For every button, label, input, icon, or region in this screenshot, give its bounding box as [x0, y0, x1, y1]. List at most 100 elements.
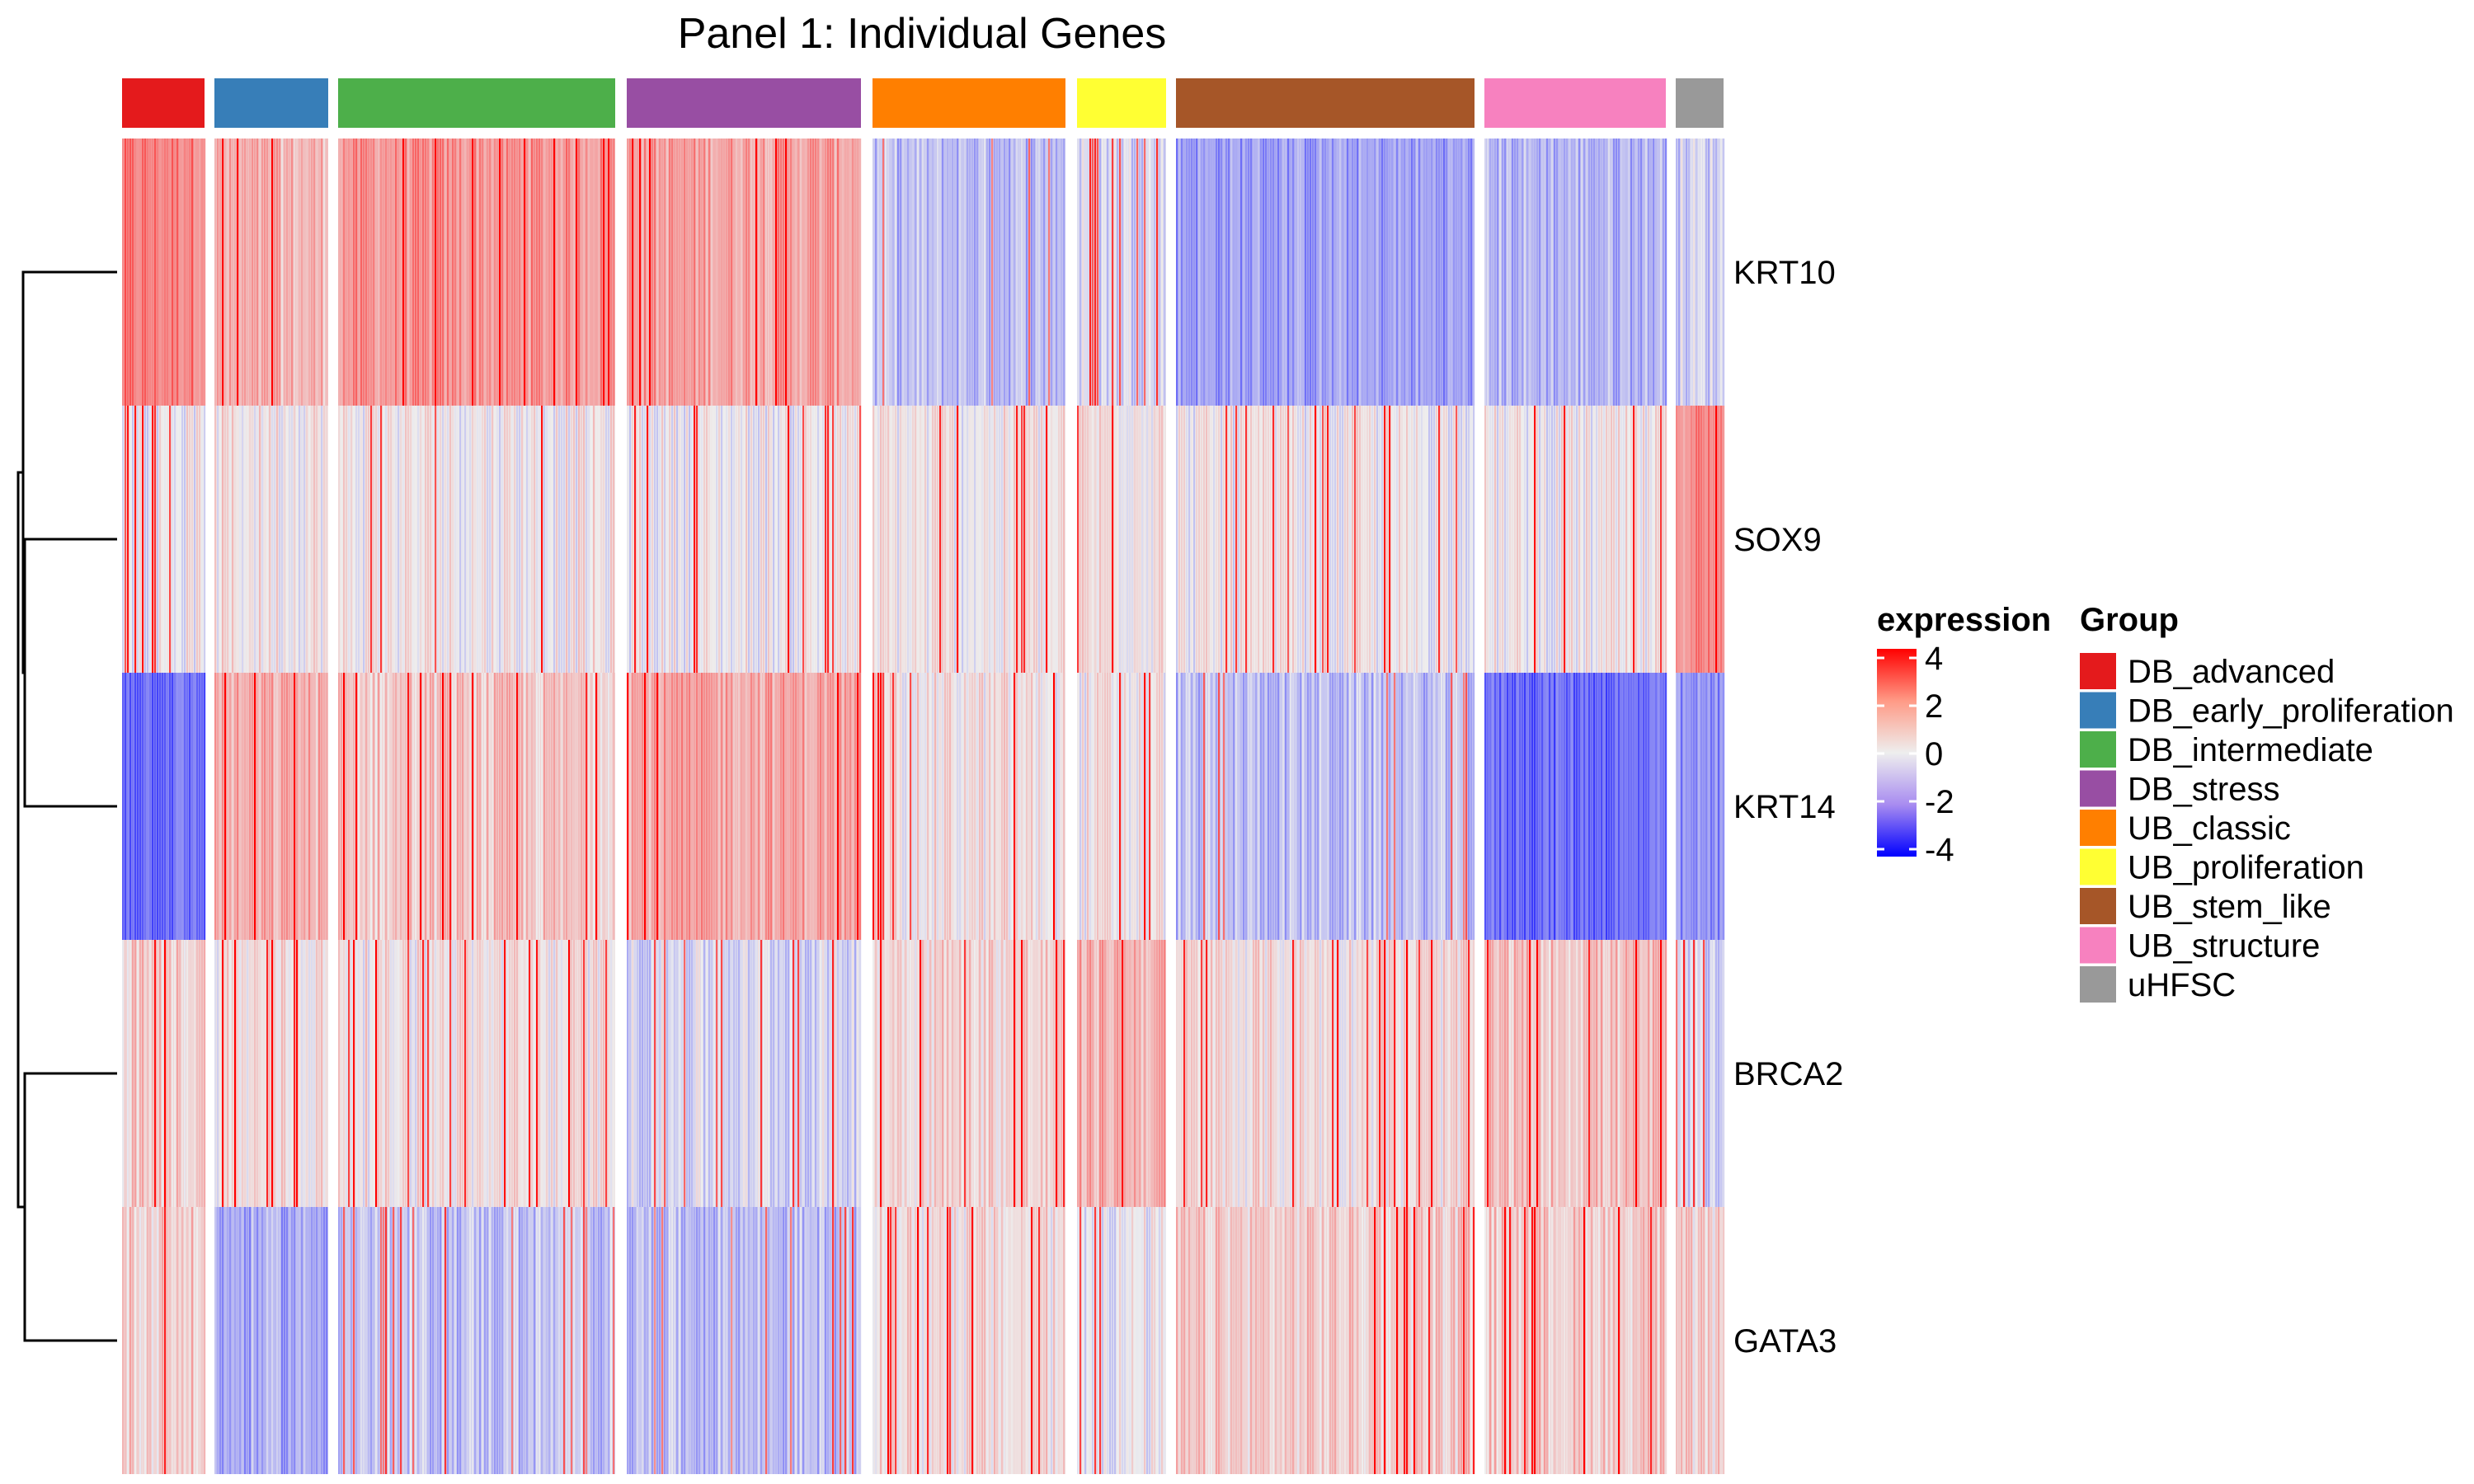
cell-stripe — [1161, 673, 1164, 940]
cell-stripe — [1196, 406, 1198, 673]
cell-stripe — [464, 673, 467, 940]
cell-stripe — [773, 940, 775, 1207]
cell-stripe — [524, 406, 526, 673]
cell-stripe — [519, 406, 521, 673]
cell-stripe — [758, 406, 760, 673]
cell-stripe — [1678, 1207, 1681, 1474]
cell-stripe — [1399, 673, 1401, 940]
cell-stripe — [1517, 1207, 1519, 1474]
cell-stripe — [1502, 406, 1504, 673]
cell-stripe — [244, 673, 247, 940]
cell-stripe — [142, 139, 144, 406]
cell-stripe — [922, 406, 924, 673]
cell-stripe — [741, 940, 743, 1207]
cell-stripe — [996, 139, 999, 406]
cell-stripe — [425, 139, 427, 406]
cell-stripe — [1411, 673, 1413, 940]
cell-stripe — [586, 940, 588, 1207]
cell-stripe — [323, 940, 326, 1207]
cell-stripe — [506, 139, 509, 406]
cell-stripe — [1381, 673, 1384, 940]
cell-stripe — [1551, 673, 1554, 940]
cell-stripe — [217, 1207, 219, 1474]
cell-stripe — [427, 1207, 430, 1474]
cell-stripe — [927, 406, 929, 673]
cell-stripe — [691, 673, 694, 940]
cell-stripe — [467, 406, 469, 673]
cell-stripe — [219, 673, 222, 940]
cell-stripe — [880, 406, 882, 673]
group-legend-swatch-DB_early_proliferation — [2080, 692, 2116, 729]
cell-stripe — [1216, 139, 1218, 406]
cell-stripe — [1352, 406, 1354, 673]
cell-stripe — [805, 673, 807, 940]
cell-stripe — [743, 406, 745, 673]
cell-stripe — [1451, 1207, 1453, 1474]
annotation-UB_stem_like — [1176, 78, 1475, 128]
cell-stripe — [1292, 940, 1295, 1207]
cell-stripe — [1448, 940, 1451, 1207]
cell-stripe — [728, 673, 731, 940]
cell-stripe — [1635, 1207, 1638, 1474]
cell-stripe — [1191, 1207, 1193, 1474]
cell-stripe — [186, 940, 189, 1207]
cell-stripe — [1208, 940, 1211, 1207]
cell-stripe — [598, 673, 600, 940]
cell-stripe — [736, 406, 738, 673]
cell-stripe — [1463, 1207, 1465, 1474]
cell-stripe — [1588, 940, 1591, 1207]
cell-stripe — [1043, 940, 1046, 1207]
cell-stripe — [713, 139, 716, 406]
cell-stripe — [627, 673, 629, 940]
cell-stripe — [1536, 139, 1539, 406]
cell-stripe — [872, 1207, 875, 1474]
cell-stripe — [259, 940, 261, 1207]
cell-stripe — [543, 406, 546, 673]
cell-stripe — [1710, 139, 1713, 406]
cell-stripe — [1181, 673, 1183, 940]
cell-stripe — [1638, 940, 1640, 1207]
cell-stripe — [1708, 1207, 1710, 1474]
cell-stripe — [1364, 940, 1366, 1207]
cell-stripe — [844, 673, 847, 940]
cell-stripe — [249, 406, 252, 673]
cell-stripes-BRCA2-UB_structure — [1484, 940, 1667, 1207]
cell-stripe — [902, 1207, 905, 1474]
cell-stripe — [1428, 940, 1431, 1207]
cell-stripe — [1720, 673, 1723, 940]
cell-stripe — [1285, 1207, 1287, 1474]
cell-stripe — [482, 406, 484, 673]
cell-stripe — [556, 406, 558, 673]
cell-stripe — [676, 139, 679, 406]
cell-stripe — [558, 1207, 561, 1474]
cell-stripe — [1312, 940, 1315, 1207]
cell-stripe — [1263, 673, 1265, 940]
cell-stripe — [694, 406, 696, 673]
cell-stripe — [807, 940, 810, 1207]
cell-stripe — [316, 1207, 318, 1474]
cell-stripe — [1396, 406, 1399, 673]
cell-stripe — [1683, 139, 1686, 406]
cell-stripe — [499, 673, 501, 940]
cell-stripe — [979, 139, 981, 406]
cell-stripes-BRCA2-UB_classic — [872, 940, 1065, 1207]
cell-stripe — [199, 406, 201, 673]
cell-stripe — [588, 406, 590, 673]
cell-stripe — [504, 139, 506, 406]
cell-stripe — [472, 1207, 474, 1474]
cell-stripes-KRT10-DB_intermediate — [338, 139, 615, 406]
cell-stripe — [1112, 1207, 1114, 1474]
cell-stripe — [496, 940, 499, 1207]
cell-stripe — [890, 940, 892, 1207]
cell-stripe — [147, 940, 149, 1207]
cell-stripe — [1349, 1207, 1352, 1474]
cell-stripe — [1018, 406, 1021, 673]
cell-stripe — [1193, 1207, 1196, 1474]
cell-stripe — [1635, 139, 1638, 406]
cell-stripe — [785, 406, 788, 673]
cell-stripe — [1507, 139, 1509, 406]
cell-stripe — [1322, 139, 1324, 406]
cell-stripe — [1696, 1207, 1698, 1474]
cell-stripe — [1206, 940, 1208, 1207]
cell-stripe — [703, 673, 706, 940]
